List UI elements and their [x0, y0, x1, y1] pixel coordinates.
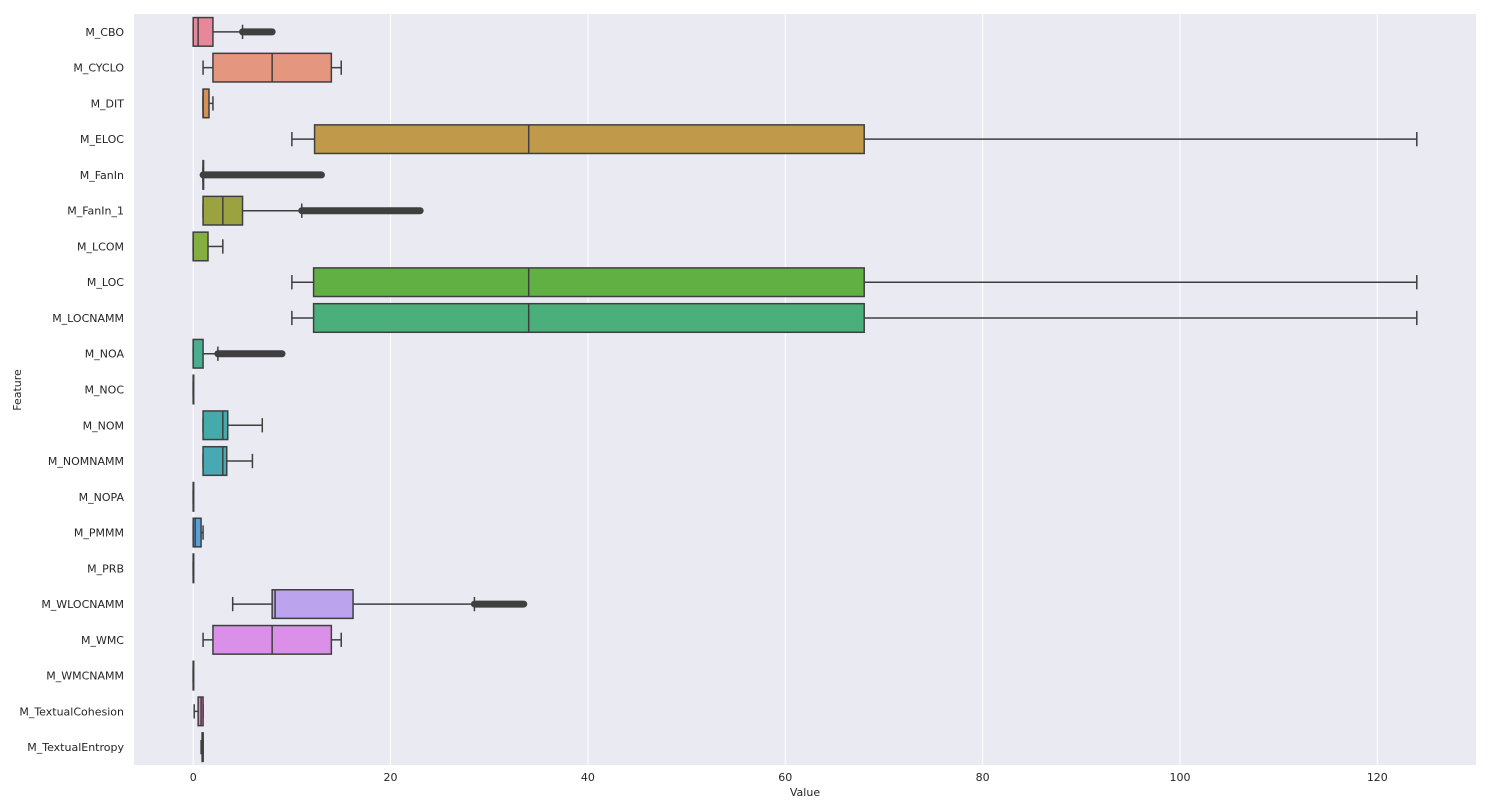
y-tick-label: M_NOA — [85, 348, 125, 361]
box-iqr — [271, 589, 354, 620]
x-tick-labels: 0 20 40 60 80 100 120 — [190, 771, 1388, 784]
y-tick-label: M_NOC — [84, 384, 124, 397]
box-m-textualentropy — [200, 732, 204, 763]
box-m-fanin — [199, 159, 325, 190]
box-iqr — [192, 517, 202, 548]
x-tick-label: 60 — [778, 771, 792, 784]
box-iqr — [312, 302, 865, 334]
box-iqr — [192, 338, 204, 369]
x-axis-title: Value — [790, 786, 820, 799]
box-m-textualcohesion — [193, 696, 204, 727]
x-tick-label: 100 — [1169, 771, 1190, 784]
box-m-locnamm — [291, 302, 1418, 334]
box-m-nom — [202, 410, 264, 441]
box-m-wlocnamm — [231, 589, 528, 620]
box-iqr — [192, 16, 214, 47]
box-m-nopa — [192, 481, 195, 512]
y-tick-label: M_LOC — [87, 276, 124, 289]
y-tick-label: M_NOM — [83, 419, 124, 432]
x-tick-label: 120 — [1367, 771, 1388, 784]
y-tick-label: M_WMCNAMM — [46, 670, 124, 683]
box-m-wmcnamm — [192, 660, 195, 691]
box-m-eloc — [291, 124, 1418, 155]
box-m-fanin-1 — [202, 195, 424, 226]
box-m-prb — [192, 553, 195, 584]
y-tick-labels: M_CBO M_CYCLO M_DIT M_ELOC M_FanIn M_FanIn_1 M… — [19, 26, 124, 754]
y-tick-label: M_CBO — [85, 26, 124, 39]
box-iqr — [202, 410, 229, 441]
box-m-cbo — [192, 16, 276, 47]
x-tick-label: 20 — [384, 771, 398, 784]
y-tick-label: M_NOMNAMM — [48, 455, 124, 468]
x-tick-label: 40 — [581, 771, 595, 784]
box-iqr — [192, 231, 209, 262]
box-m-nomnamm — [202, 445, 254, 477]
box-iqr — [202, 445, 228, 477]
box-iqr — [313, 124, 865, 155]
box-m-lcom — [192, 231, 224, 262]
y-tick-label: M_WLOCNAMM — [41, 598, 124, 611]
box-iqr — [202, 88, 210, 119]
box-m-loc — [291, 267, 1418, 298]
y-tick-label: M_NOPA — [79, 491, 125, 504]
y-tick-label: M_FanIn — [80, 169, 124, 182]
y-tick-label: M_LOCNAMM — [52, 312, 124, 325]
y-tick-label: M_PRB — [87, 562, 124, 575]
box-m-noc — [192, 374, 195, 405]
y-tick-label: M_LCOM — [77, 240, 124, 253]
y-tick-label: M_DIT — [91, 97, 125, 110]
box-m-noa — [192, 338, 286, 369]
x-tick-label: 0 — [190, 771, 197, 784]
box-m-wmc — [202, 624, 342, 655]
box-series — [192, 16, 1418, 763]
box-m-pmmm — [192, 517, 204, 548]
box-m-dit — [202, 88, 214, 119]
y-axis-title: Feature — [11, 369, 24, 411]
y-tick-label: M_TextualCohesion — [19, 705, 124, 718]
y-tick-label: M_ELOC — [80, 133, 124, 146]
box-iqr — [312, 267, 865, 298]
y-tick-label: M_FanIn_1 — [67, 205, 124, 218]
x-tick-label: 80 — [976, 771, 990, 784]
y-tick-label: M_CYCLO — [73, 62, 124, 75]
box-m-cyclo — [202, 52, 342, 83]
y-tick-label: M_PMMM — [74, 527, 124, 540]
y-tick-label: M_TextualEntropy — [27, 741, 124, 754]
y-tick-label: M_WMC — [81, 634, 124, 647]
